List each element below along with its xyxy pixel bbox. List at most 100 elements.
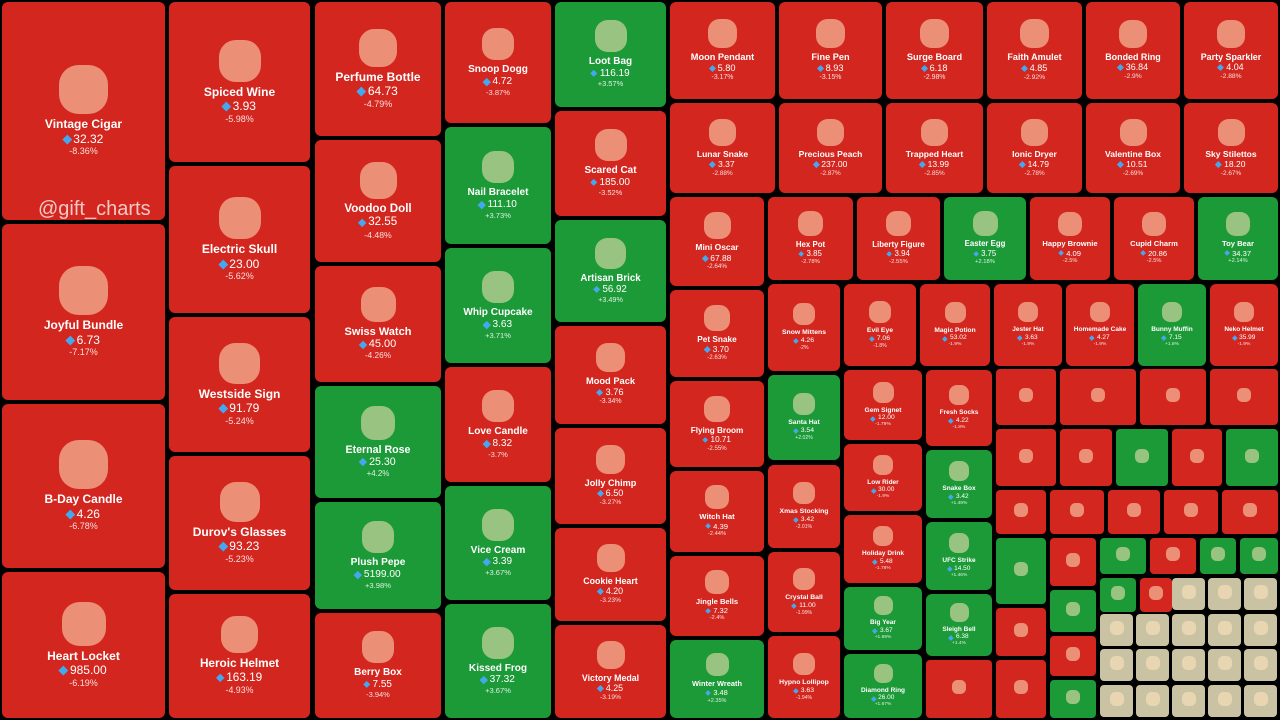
gift-name: Gem Signet: [864, 406, 902, 414]
gift-tile[interactable]: Ionic Dryer 14.79 -2.78%: [987, 103, 1082, 193]
gift-tile[interactable]: Spiced Wine 3.93 -5.98%: [169, 2, 310, 162]
gift-tile[interactable]: Flying Broom 10.71 -2.55%: [670, 381, 764, 467]
price-value: 26.00: [878, 694, 895, 702]
price-value: 10.71: [710, 435, 731, 445]
gift-tile[interactable]: Westside Sign 91.79 -5.24%: [169, 317, 310, 452]
gift-tile[interactable]: Berry Box 7.55 -3.94%: [315, 613, 441, 718]
gift-tile[interactable]: Plush Pepe 5199.00 +3.98%: [315, 502, 441, 609]
gift-tile[interactable]: Evil Eye 7.06 -1.8%: [844, 284, 916, 366]
gift-tile[interactable]: Voodoo Doll 32.55 -4.48%: [315, 140, 441, 262]
ton-icon: [58, 665, 69, 676]
gift-icon: [1021, 118, 1048, 146]
gift-tile[interactable]: Toy Bear 34.37 +2.14%: [1198, 197, 1278, 280]
gift-tile[interactable]: Vintage Cigar 32.32 -8.36%: [2, 2, 165, 220]
gift-tile[interactable]: Lunar Snake 3.37 -2.88%: [670, 103, 775, 193]
gift-tile[interactable]: Magic Potion 53.02 -1.9%: [920, 284, 990, 366]
ton-icon: [362, 680, 371, 689]
gift-change: +3.67%: [485, 568, 511, 578]
gift-tile[interactable]: Swiss Watch 45.00 -4.26%: [315, 266, 441, 382]
gift-tile[interactable]: Cookie Heart 4.20 -3.23%: [555, 528, 666, 621]
gift-tile[interactable]: Low Rider 30.00 -1.9%: [844, 444, 922, 511]
gift-tile[interactable]: Jingle Bells 7.32 -2.4%: [670, 556, 764, 636]
gift-name: B-Day Candle: [44, 492, 123, 506]
gift-tile[interactable]: Mini Oscar 67.88 -2.64%: [670, 197, 764, 286]
gift-tile[interactable]: Joyful Bundle 6.73 -7.17%: [2, 224, 165, 400]
gift-tile[interactable]: Cupid Charm 20.86 -2.5%: [1114, 197, 1194, 280]
gift-tile[interactable]: Electric Skull 23.00 -5.62%: [169, 166, 310, 313]
gift-name: Love Candle: [468, 426, 528, 438]
gift-tile[interactable]: Surge Board 6.18 -2.98%: [886, 2, 983, 99]
gift-tile[interactable]: Victory Medal 4.25 -3.19%: [555, 625, 666, 718]
gift-price: 8.93: [816, 63, 843, 74]
ton-icon: [1116, 64, 1124, 72]
gift-tile[interactable]: Snow Mittens 4.26 -2%: [768, 284, 840, 371]
gift-price: 4.39: [705, 522, 728, 531]
gift-tile[interactable]: Crystal Ball 11.00 -1.99%: [768, 552, 840, 632]
gift-tile[interactable]: Valentine Box 10.51 -2.69%: [1086, 103, 1180, 193]
gift-tile[interactable]: Heart Locket 985.00 -6.19%: [2, 572, 165, 718]
gift-tile[interactable]: Loot Bag 116.19 +3.57%: [555, 2, 666, 107]
gift-tile[interactable]: Eternal Rose 25.30 +4.2%: [315, 386, 441, 498]
gift-name: Heroic Helmet: [199, 657, 280, 671]
gift-tile[interactable]: Snoop Dogg 4.72 -3.87%: [445, 2, 551, 123]
gift-tile[interactable]: Whip Cupcake 3.63 +3.71%: [445, 248, 551, 363]
gift-name: Victory Medal: [581, 673, 640, 684]
gift-tile[interactable]: Artisan Brick 56.92 +3.49%: [555, 220, 666, 322]
gift-tile[interactable]: Moon Pendant 5.80 -3.17%: [670, 2, 775, 99]
gift-tile[interactable]: Neko Helmet 35.99 -1.9%: [1210, 284, 1278, 366]
gift-tile[interactable]: Easter Egg 3.75 +2.18%: [944, 197, 1026, 280]
gift-tile[interactable]: Hypno Lollipop 3.63 -1.94%: [768, 636, 840, 718]
gift-tile[interactable]: Love Candle 8.32 -3.7%: [445, 367, 551, 482]
gift-tile[interactable]: Trapped Heart 13.99 -2.85%: [886, 103, 983, 193]
gift-tile[interactable]: B-Day Candle 4.26 -6.78%: [2, 404, 165, 568]
gift-name: Neko Helmet: [1224, 326, 1264, 334]
gift-tile[interactable]: Winter Wreath 3.48 +2.35%: [670, 640, 764, 718]
gift-tile[interactable]: Fine Pen 8.93 -3.15%: [779, 2, 882, 99]
gift-tile[interactable]: Perfume Bottle 64.73 -4.79%: [315, 2, 441, 136]
gift-icon: [362, 520, 394, 553]
gift-tile[interactable]: Xmas Stocking 3.42 -2.01%: [768, 465, 840, 548]
gift-tile[interactable]: Sleigh Bell 6.38 +1.4%: [926, 594, 992, 656]
gift-tile[interactable]: Homemade Cake 4.27 -1.9%: [1066, 284, 1134, 366]
gift-price: 10.71: [702, 435, 731, 445]
gift-tile[interactable]: Precious Peach 237.00 -2.87%: [779, 103, 882, 193]
gift-change: -2.01%: [795, 524, 813, 531]
gift-tile[interactable]: Santa Hat 3.54 +2.02%: [768, 375, 840, 460]
small-tile: [1140, 578, 1172, 612]
gift-tile[interactable]: Jolly Chimp 6.50 -3.27%: [555, 428, 666, 524]
price-value: 4.25: [605, 683, 624, 694]
gift-tile[interactable]: Fresh Socks 4.22 -1.8%: [926, 370, 992, 446]
gift-tile[interactable]: Liberty Figure 3.94 -2.55%: [857, 197, 940, 280]
gift-name: Faith Amulet: [1007, 52, 1062, 63]
small-tile: [1208, 684, 1241, 717]
ton-icon: [701, 254, 709, 262]
gift-tile[interactable]: Bonded Ring 36.84 -2.9%: [1086, 2, 1180, 99]
gift-tile[interactable]: Witch Hat 4.39 -2.44%: [670, 471, 764, 552]
gift-tile[interactable]: Vice Cream 3.39 +3.67%: [445, 486, 551, 600]
gift-tile[interactable]: Big Year 3.67 +1.69%: [844, 587, 922, 650]
gift-tile[interactable]: Mood Pack 3.76 -3.34%: [555, 326, 666, 424]
gift-tile[interactable]: Snake Box 3.42 +1.49%: [926, 450, 992, 518]
gift-tile[interactable]: Scared Cat 185.00 -3.52%: [555, 111, 666, 216]
gift-name: Whip Cupcake: [463, 307, 533, 319]
gift-tile[interactable]: Faith Amulet 4.85 -2.92%: [987, 2, 1082, 99]
gift-tile[interactable]: Gem Signet 12.00 -1.79%: [844, 370, 922, 440]
price-value: 3.85: [806, 249, 822, 259]
gift-tile[interactable]: Jester Hat 3.63 -1.9%: [994, 284, 1062, 366]
gift-tile[interactable]: Sky Stilettos 18.20 -2.67%: [1184, 103, 1278, 193]
gift-tile[interactable]: Nail Bracelet 111.10 +3.73%: [445, 127, 551, 244]
gift-tile[interactable]: Happy Brownie 4.09 -2.5%: [1030, 197, 1110, 280]
gift-tile[interactable]: UFC Strike 14.50 +1.46%: [926, 522, 992, 590]
gift-tile[interactable]: Durov's Glasses 93.23 -5.23%: [169, 456, 310, 590]
gift-name: Lunar Snake: [696, 148, 749, 159]
gift-tile[interactable]: Party Sparkler 4.04 -2.88%: [1184, 2, 1278, 99]
gift-tile[interactable]: Hex Pot 3.85 -2.78%: [768, 197, 853, 280]
gift-tile[interactable]: Bunny Muffin 7.15 +1.8%: [1138, 284, 1206, 366]
gift-tile[interactable]: Heroic Helmet 163.19 -4.93%: [169, 594, 310, 718]
gift-tile[interactable]: Diamond Ring 26.00 +1.67%: [844, 654, 922, 718]
gift-tile[interactable]: Pet Snake 3.70 -2.63%: [670, 290, 764, 377]
gift-icon: [1014, 623, 1028, 637]
gift-tile[interactable]: Kissed Frog 37.32 +3.67%: [445, 604, 551, 718]
gift-tile[interactable]: Holiday Drink 5.48 -1.78%: [844, 515, 922, 583]
gift-change: -8.36%: [69, 146, 98, 157]
